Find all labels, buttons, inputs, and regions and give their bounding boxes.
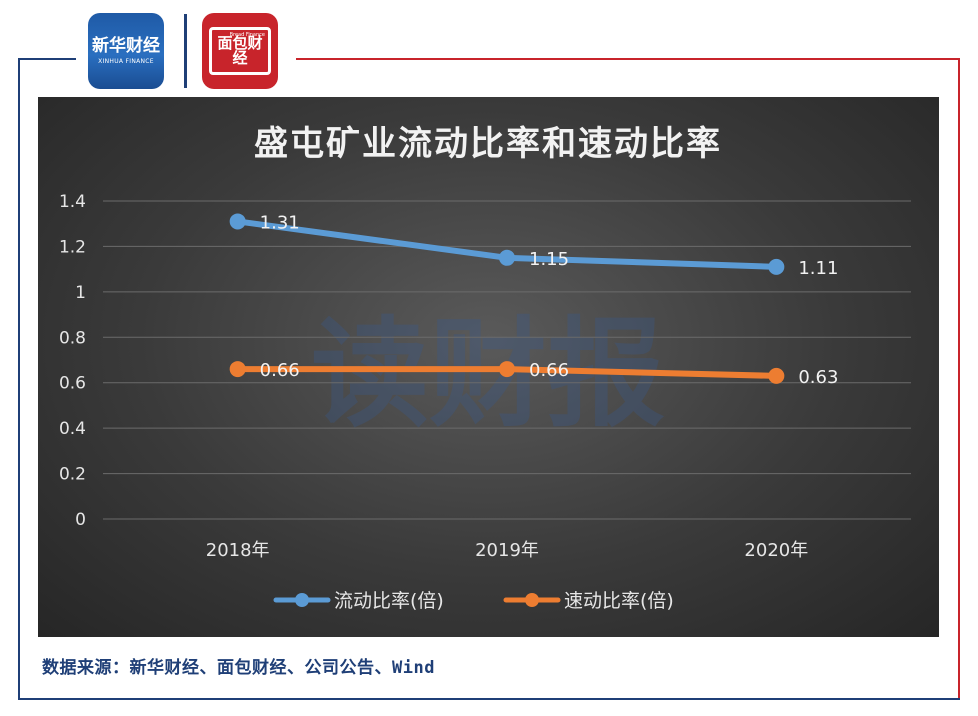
legend-marker-1 [295,593,309,607]
legend-label-1: 流动比率(倍) [334,590,444,612]
y-tick-label: 0 [75,510,86,530]
data-label: 0.66 [529,360,569,381]
x-tick-label: 2020年 [744,540,808,561]
data-point [768,367,785,384]
y-tick-label: 1 [75,283,86,303]
y-tick-label: 0.6 [59,374,86,394]
x-tick-label: 2018年 [206,540,270,561]
y-tick-label: 0.2 [59,465,86,485]
data-label: 1.31 [260,212,300,233]
frame-top-left-line [18,58,76,60]
data-label: 1.11 [798,258,838,279]
frame-bottom-line [18,698,960,700]
y-tick-label: 1.2 [59,237,86,257]
data-point [229,361,246,378]
data-point [768,258,785,275]
frame-left-line [18,58,20,700]
legend-label-2: 速动比率(倍) [564,590,674,612]
frame-top-right-line [296,58,960,60]
bread-finance-logo: Bread Finance 面包财经 [202,13,278,89]
xinhua-logo-text: 新华财经 [92,36,160,57]
xinhua-logo-subtext: XINHUA FINANCE [98,57,154,65]
y-tick-label: 0.4 [59,419,86,439]
source-note: 数据来源：新华财经、面包财经、公司公告、Wind [42,658,435,678]
chart-svg: 读财报 盛屯矿业流动比率和速动比率 00.20.40.60.811.21.4 2… [59,124,911,612]
bread-logo-text: 面包财经 [217,34,263,67]
data-point [499,361,515,378]
data-label: 1.15 [529,249,569,270]
frame-right-line [958,58,960,700]
logo-divider [184,14,187,88]
data-label: 0.66 [260,360,300,381]
legend-marker-2 [525,593,539,607]
xinhua-finance-logo: 新华财经 XINHUA FINANCE [88,13,164,89]
y-tick-label: 0.8 [59,328,86,348]
bread-logo-subtext: Bread Finance [229,32,265,38]
chart-title: 盛屯矿业流动比率和速动比率 [254,124,722,164]
data-point [499,249,515,266]
y-tick-label: 1.4 [59,192,86,212]
data-point [229,213,246,230]
data-label: 0.63 [798,367,838,388]
chart-panel: 读财报 盛屯矿业流动比率和速动比率 0 0.2 0.4 0.6 0.8 1 1.2 1.4 2… [38,97,939,637]
x-tick-label: 2019年 [475,540,539,561]
bread-finance-mark: Bread Finance 面包财经 [209,27,271,75]
